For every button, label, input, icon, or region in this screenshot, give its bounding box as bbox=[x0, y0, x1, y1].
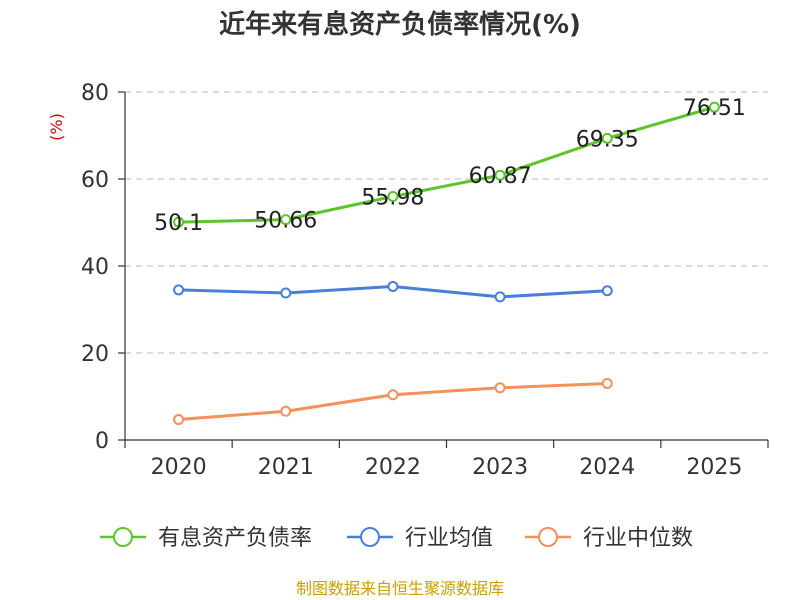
data-point bbox=[601, 285, 613, 297]
x-tick-label: 2020 bbox=[151, 455, 207, 480]
chart-title: 近年来有息资产负债率情况(%) bbox=[219, 9, 581, 40]
data-point bbox=[173, 284, 185, 296]
data-point bbox=[173, 414, 185, 426]
data-point bbox=[601, 377, 613, 389]
data-point bbox=[280, 405, 292, 417]
y-tick-label: 20 bbox=[81, 342, 109, 367]
data-point bbox=[494, 291, 506, 303]
legend-swatch-marker bbox=[360, 527, 380, 547]
x-tick-label: 2022 bbox=[365, 455, 421, 480]
y-tick-label: 80 bbox=[81, 81, 109, 106]
y-axis-unit: (%) bbox=[47, 113, 66, 141]
legend-swatch-marker bbox=[113, 527, 133, 547]
data-point bbox=[387, 280, 399, 292]
legend-label: 行业均值 bbox=[405, 526, 493, 551]
data-point bbox=[280, 214, 292, 226]
data-label: 60.87 bbox=[469, 164, 532, 189]
data-point bbox=[601, 132, 613, 144]
series-line bbox=[178, 105, 715, 224]
grid-lines bbox=[125, 91, 768, 354]
legend-swatch-marker bbox=[538, 527, 558, 547]
y-tick-label: 0 bbox=[95, 429, 109, 454]
legend: 有息资产负债率 行业均值 行业中位数 bbox=[100, 526, 693, 551]
y-tick-label: 40 bbox=[81, 255, 109, 280]
data-point bbox=[280, 287, 292, 299]
data-label: 55.98 bbox=[361, 185, 424, 210]
axes: 0 20 40 60 80 2020 2021 2022 2023 2024 2025 bbox=[81, 81, 769, 480]
x-tick-label: 2024 bbox=[579, 455, 635, 480]
x-tick-label: 2023 bbox=[472, 455, 528, 480]
data-labels: 50.1 50.66 55.98 60.87 69.35 76.51 bbox=[154, 96, 746, 236]
data-point bbox=[387, 389, 399, 401]
x-tick-label: 2021 bbox=[258, 455, 314, 480]
data-label: 50.66 bbox=[254, 209, 317, 234]
legend-label: 有息资产负债率 bbox=[158, 526, 312, 551]
x-tick-label: 2025 bbox=[686, 455, 742, 480]
series-lines bbox=[173, 101, 720, 426]
y-tick-label: 60 bbox=[81, 168, 109, 193]
data-label: 76.51 bbox=[683, 96, 746, 121]
legend-label: 行业中位数 bbox=[583, 526, 693, 551]
data-label: 50.1 bbox=[154, 211, 203, 236]
data-point bbox=[708, 101, 720, 113]
source-note: 制图数据来自恒生聚源数据库 bbox=[296, 579, 504, 598]
data-point bbox=[387, 190, 399, 202]
data-point bbox=[494, 382, 506, 394]
data-point bbox=[494, 169, 506, 181]
data-label: 69.35 bbox=[576, 127, 639, 152]
data-point bbox=[173, 216, 185, 228]
series-line bbox=[178, 381, 608, 422]
